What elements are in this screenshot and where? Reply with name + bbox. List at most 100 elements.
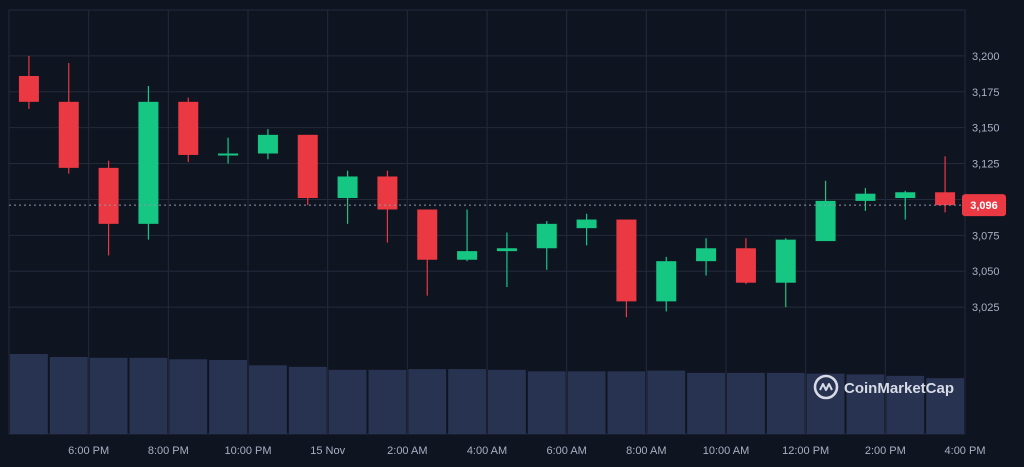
candle (257, 129, 278, 160)
x-tick-label: 6:00 AM (546, 445, 586, 457)
candle-body (18, 75, 39, 102)
candle-body (775, 239, 796, 283)
y-tick-label: 3,175 (972, 87, 1000, 99)
volume-bar (129, 357, 168, 434)
current-price-label: 3,096 (970, 200, 998, 212)
x-tick-label: 8:00 PM (148, 445, 189, 457)
y-tick-label: 3,025 (972, 302, 1000, 314)
candle-body (98, 167, 119, 224)
coinmarketcap-watermark: CoinMarketCap (813, 374, 954, 400)
candle (616, 219, 637, 318)
volume-bar (647, 370, 686, 434)
y-tick-label: 3,200 (972, 51, 1000, 63)
candle (58, 63, 79, 174)
volume-bar (368, 369, 407, 434)
candle-body (218, 153, 239, 156)
volume-bar (488, 369, 526, 434)
candle (218, 137, 239, 164)
y-axis: 3,025 3,050 3,075 3,125 3,150 3,175 3,200 (972, 51, 1000, 314)
volume-bars (10, 354, 964, 434)
volume-bar (89, 357, 128, 434)
volume-bar (527, 371, 566, 434)
x-axis: 6:00 PM 8:00 PM 10:00 PM 15 Nov 2:00 AM 4:00 … (68, 445, 985, 457)
volume-bar (806, 373, 845, 434)
y-tick-label: 3,125 (972, 159, 1000, 171)
candle (18, 55, 39, 110)
candle-body (735, 248, 756, 283)
coinmarketcap-logo-icon (813, 374, 839, 400)
candle-body (58, 101, 79, 168)
volume-bar (49, 357, 88, 434)
candle-body (337, 176, 358, 199)
candle (297, 134, 318, 206)
x-tick-label: 10:00 PM (224, 445, 271, 457)
volume-bar (886, 375, 925, 434)
candle (496, 232, 517, 288)
candle-body (297, 134, 318, 199)
candle-body (417, 209, 438, 260)
x-tick-label: 2:00 AM (387, 445, 427, 457)
volume-bar (567, 371, 606, 434)
candle-body (696, 248, 717, 262)
candle (815, 180, 836, 242)
candle-body (895, 192, 916, 199)
candle (178, 97, 199, 163)
volume-bar (288, 366, 327, 434)
candle (775, 238, 796, 308)
current-price-indicator: 3,096 (9, 194, 1006, 217)
candle-body (257, 134, 278, 154)
x-tick-label: 4:00 AM (467, 445, 507, 457)
x-tick-label: 8:00 AM (626, 445, 666, 457)
volume-bar (209, 360, 247, 434)
candle (417, 209, 438, 296)
volume-bar (408, 369, 447, 434)
candle-body (815, 200, 836, 242)
volume-bar (687, 372, 725, 434)
volume-bar (607, 371, 646, 434)
candle (138, 86, 159, 240)
candle-body (855, 193, 876, 201)
candle (377, 170, 398, 243)
candle (656, 256, 677, 312)
watermark-label: CoinMarketCap (844, 380, 954, 397)
x-tick-label: 15 Nov (310, 445, 345, 457)
candles (18, 55, 956, 318)
candle (696, 238, 717, 276)
candle-body (935, 192, 956, 206)
grid (8, 9, 966, 435)
candle-body (576, 219, 597, 229)
candle-body (138, 101, 159, 224)
candle (536, 220, 557, 270)
candle (457, 209, 478, 262)
candle-body (377, 176, 398, 210)
current-price-tag (962, 194, 1006, 217)
x-tick-label: 2:00 PM (865, 445, 906, 457)
volume-bar (328, 369, 367, 434)
volume-bar (846, 374, 885, 434)
candle-body (656, 261, 677, 302)
candle-body (457, 251, 478, 260)
candle-body (178, 101, 199, 155)
volume-bar (169, 359, 208, 434)
x-tick-label: 12:00 PM (782, 445, 829, 457)
x-tick-label: 4:00 PM (945, 445, 986, 457)
candle-body (536, 223, 557, 249)
candle (935, 156, 956, 213)
volume-bar (766, 372, 805, 434)
y-tick-label: 3,075 (972, 230, 1000, 242)
volume-bar (448, 369, 486, 434)
volume-bar (926, 378, 964, 434)
x-tick-label: 10:00 AM (703, 445, 749, 457)
y-tick-label: 3,150 (972, 123, 1000, 135)
y-tick-label: 3,050 (972, 266, 1000, 278)
candle (735, 238, 756, 285)
candle-body (496, 248, 517, 252)
candle (855, 187, 876, 211)
volume-bar (727, 372, 765, 434)
candle-body (616, 219, 637, 302)
x-tick-label: 6:00 PM (68, 445, 109, 457)
volume-bar (10, 354, 48, 434)
candle (98, 160, 119, 256)
